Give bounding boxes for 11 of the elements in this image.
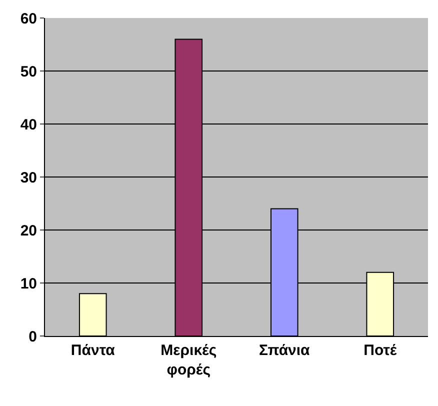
x-tick-label: Πάντα: [70, 342, 116, 359]
y-tick-label: 10: [20, 275, 37, 292]
x-tick-label: Μερικές φορές: [160, 342, 217, 378]
x-tick-label: Σπάνια: [258, 342, 311, 359]
y-tick-label: 60: [20, 10, 37, 28]
y-tick-label: 50: [20, 63, 37, 80]
y-tick-label: 0: [28, 328, 37, 346]
x-tick-label: Ποτέ: [364, 342, 397, 359]
y-tick-label: 30: [20, 169, 37, 186]
y-tick-label: 40: [20, 116, 37, 134]
y-tick-label: 20: [20, 222, 37, 240]
